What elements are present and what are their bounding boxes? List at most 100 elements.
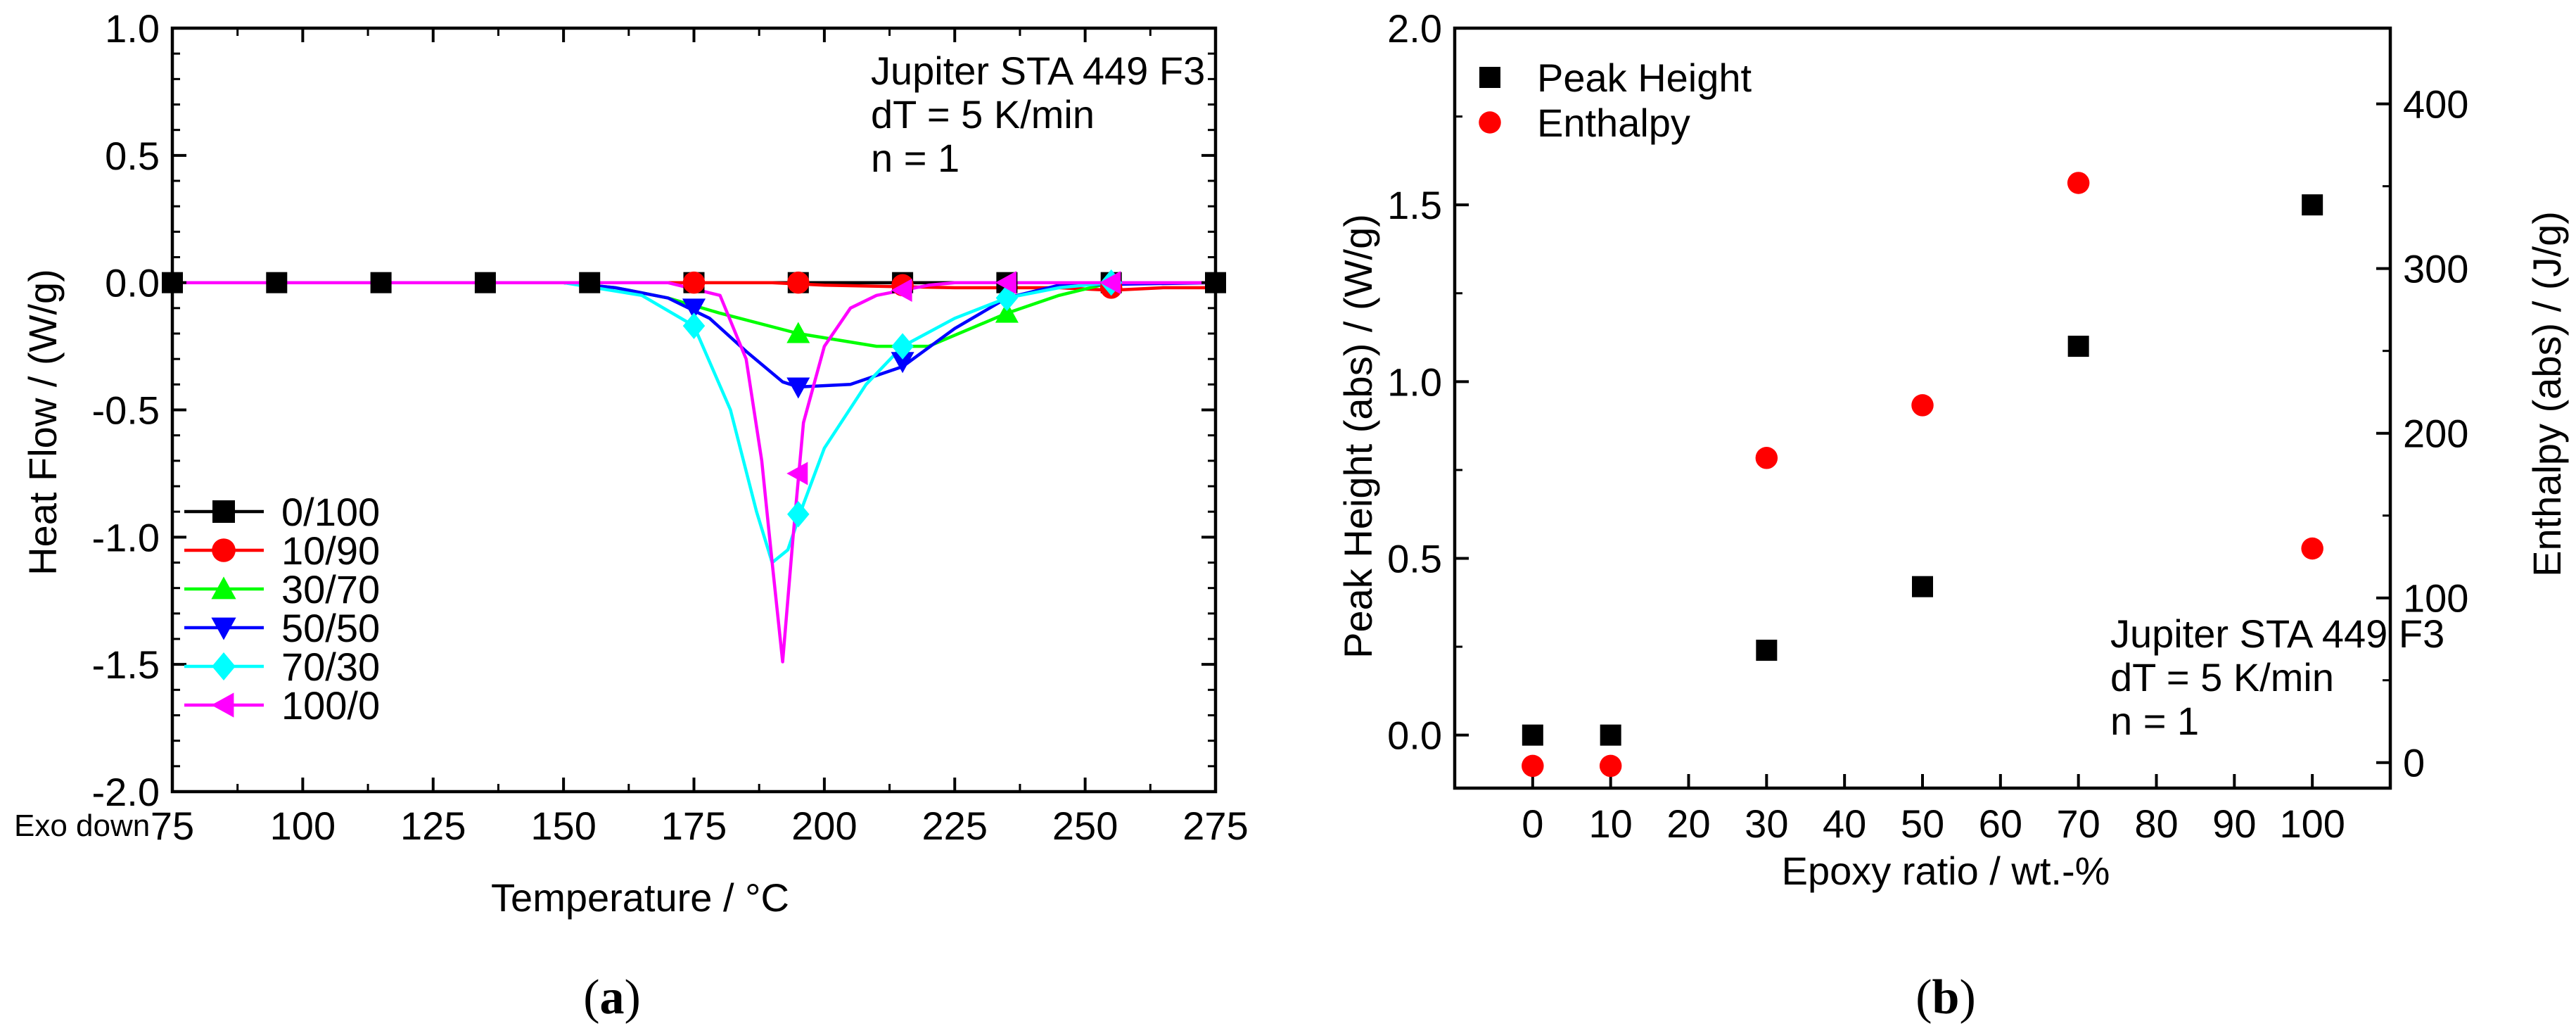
chart-b-xtick-label: 60 [1979,801,2022,846]
chart-b-ytick-label: 1.0 [1387,360,1442,404]
chart-b-point [1522,754,1544,778]
chart-b-ytick-label: 0.0 [1387,714,1442,758]
chart-b-xtick-label: 90 [2212,801,2256,846]
chart-a-xlabel: Temperature / °C [491,875,789,920]
chart-b-y2tick-label: 200 [2403,412,2468,456]
chart-a-ytick-label: 0.0 [105,261,160,305]
chart-a-ytick-label: -1.5 [92,642,160,687]
chart-a-point [995,271,1016,295]
chart-a-series-line-50-50 [172,281,1216,389]
chart-b-point [2302,194,2323,216]
chart-b-point [2301,537,2323,560]
chart-b-point [2067,336,2089,357]
chart-a-point [891,352,914,374]
chart-a-point [474,272,496,293]
chart-b-xtick-label: 0 [1522,801,1543,846]
chart-a-point [786,462,808,486]
chart-b-y2tick-label: 400 [2403,82,2468,127]
chart-a-point [579,272,601,293]
chart-a-ylabel: Heat Flow / (W/g) [20,269,65,576]
chart-b-point [1755,447,1778,469]
chart-b-point [1756,640,1778,661]
chart-a-ytick-label: -1.0 [92,515,160,559]
chart-a-xtick-label: 200 [791,804,857,848]
chart-a-point [370,272,392,293]
chart-b-y2label: Enthalpy (abs) / (J/g) [2525,211,2569,577]
chart-a-corner-note: Exo down [14,809,150,843]
chart-a-plot-area: 75 100 125 150 175 200 225 250 275 -2.0 -1.5 -1.0 -0… [92,6,1249,848]
chart-a-legend-label: 0/100 [281,490,380,534]
chart-b-y2tick-label: 100 [2403,576,2468,621]
chart-b-xtick-label: 100 [2279,801,2345,846]
chart-a-point [786,377,810,399]
chart-b-xtick-label: 30 [1745,801,1788,846]
chart-b-plot-area: 0 10 20 30 40 50 60 70 80 90 100 0.0 0.5 1.0 1.5 2.0 0 10… [1387,6,2468,846]
chart-a-xtick-label: 100 [270,804,336,848]
chart-b-xtick-label: 50 [1901,801,1944,846]
chart-a-xtick-label: 125 [400,804,466,848]
chart-a-point [787,501,810,528]
chart-a-ytick-label: 1.0 [105,6,160,51]
chart-b-xtick-label: 20 [1666,801,1710,846]
chart-b-ytick-label: 2.0 [1387,6,1442,51]
chart-a-point [682,298,706,320]
chart-a-point [995,301,1019,323]
chart-a-xtick-label: 175 [661,804,727,848]
chart-a-annotation-line-2: dT = 5 K/min [871,92,1095,137]
chart-a-point [891,279,912,303]
chart-b-ytick-label: 1.5 [1387,183,1442,227]
chart-a-legend-label: 70/30 [281,645,380,689]
chart-a-point [682,312,706,339]
chart-a-point [891,333,914,360]
chart-b-xtick-label: 40 [1823,801,1866,846]
chart-a-legend-marker [212,652,236,680]
chart-b-legend-label: Peak Height [1537,56,1752,100]
chart-a-legend-label: 50/50 [281,606,380,650]
chart-b-xtick-label: 70 [2057,801,2100,846]
chart-a-xtick-label: 150 [530,804,596,848]
chart-b-point [1912,576,1933,597]
chart-a-point [682,271,706,294]
chart-b-ytick-label: 0.5 [1387,536,1442,581]
chart-b-legend-marker [1479,67,1500,88]
chart-a-legend-label: 10/90 [281,528,380,573]
chart-a-legend-marker [211,617,236,640]
chart-b-point [1911,394,1934,417]
chart-a-point [787,271,810,294]
chart-b-y2tick-label: 300 [2403,247,2468,291]
chart-a-legend-marker [211,576,236,600]
chart-b: Epoxy ratio / wt.-% Peak Height (abs) / … [1336,211,2569,1025]
chart-b-annotation-line-1: Jupiter STA 449 F3 [2110,611,2444,656]
chart-a-ytick-label: -0.5 [92,388,160,433]
chart-b-annotation-line-2: dT = 5 K/min [2110,655,2334,699]
chart-b-y2tick-label: 0 [2403,741,2425,785]
chart-b-point [1522,724,1543,746]
chart-b-point [2067,172,2090,194]
chart-b-point [1600,724,1621,746]
chart-b-panel-label: (b) [1915,970,1976,1025]
chart-a-legend-marker [211,692,234,718]
chart-a-point [1099,271,1121,295]
chart-a-xtick-label: 75 [151,804,194,848]
chart-a-annotation-line-3: n = 1 [871,136,959,180]
chart-a-point [266,272,288,293]
chart-b-xtick-label: 80 [2134,801,2178,846]
chart-b-xlabel: Epoxy ratio / wt.-% [1782,849,2110,893]
chart-a-annotation-line-1: Jupiter STA 449 F3 [871,49,1205,93]
chart-a-series-line-70-30 [172,281,1216,564]
chart-a-xtick-label: 275 [1182,804,1248,848]
chart-b-xtick-label: 10 [1589,801,1633,846]
chart-a-ytick-label: 0.5 [105,134,160,178]
chart-b-legend-marker [1479,111,1501,134]
chart-a-point [786,322,810,343]
chart-a-ytick-label: -2.0 [92,770,160,814]
chart-a-legend-marker [212,500,235,523]
chart-b-legend-label: Enthalpy [1537,101,1690,145]
chart-a: Temperature / °C Heat Flow / (W/g) Exo d… [14,49,1205,1025]
chart-a-legend-label: 100/0 [281,683,380,728]
chart-a-xtick-label: 225 [922,804,988,848]
chart-a-legend-marker [212,538,236,562]
